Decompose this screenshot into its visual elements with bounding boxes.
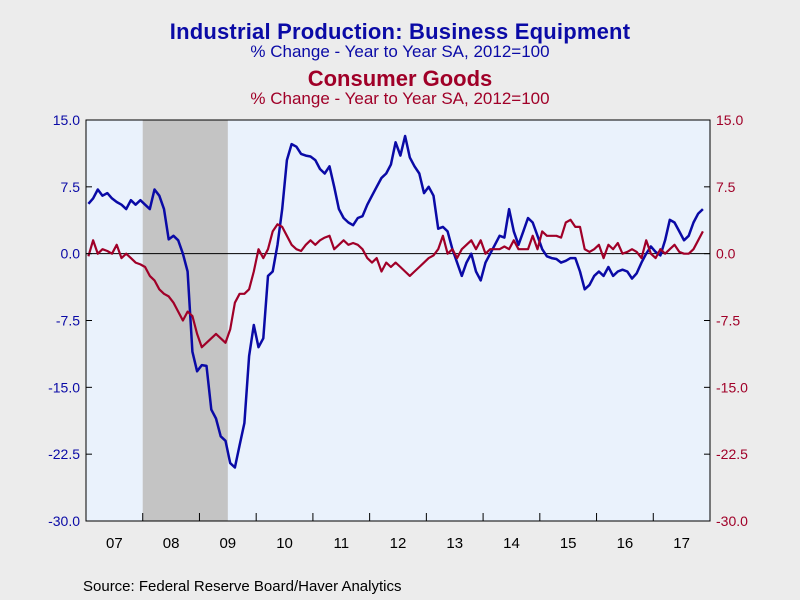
x-tick-label: 15 [560, 535, 577, 552]
chart-subtitle-left: % Change - Year to Year SA, 2012=100 [250, 42, 550, 61]
x-tick-label: 14 [503, 535, 520, 552]
y-tick-label-right: -30.0 [716, 513, 748, 529]
y-tick-label-right: -15.0 [716, 379, 748, 395]
y-tick-label-left: 15.0 [53, 112, 80, 128]
y-tick-label-right: 7.5 [716, 179, 736, 195]
source-note: Source: Federal Reserve Board/Haver Anal… [83, 578, 402, 595]
y-tick-label-right: 15.0 [716, 112, 743, 128]
y-tick-label-right: -7.5 [716, 313, 740, 329]
x-tick-label: 10 [276, 535, 293, 552]
series-line-2 [87, 218, 704, 349]
y-tick-label-left: -15.0 [48, 379, 80, 395]
x-tick-label: 11 [333, 535, 349, 552]
y-tick-label-left: -22.5 [48, 446, 80, 462]
y-tick-label-left: 7.5 [61, 179, 81, 195]
x-tick-label: 13 [446, 535, 463, 552]
y-tick-label-left: 0.0 [61, 246, 81, 262]
series-line-1 [87, 134, 704, 469]
x-tick-label: 16 [617, 535, 634, 552]
chart-title-secondary: Consumer Goods [307, 66, 493, 91]
x-tick-label: 07 [106, 535, 123, 552]
y-tick-label-left: -7.5 [56, 313, 80, 329]
y-tick-label-right: -22.5 [716, 446, 748, 462]
x-tick-label: 17 [673, 535, 690, 552]
x-tick-label: 12 [390, 535, 407, 552]
x-tick-label: 08 [163, 535, 180, 552]
chart-title: Industrial Production: Business Equipmen… [169, 19, 631, 44]
line-chart: 15.0 15.0 7.5 7.5 0.0 0.0 -7.5 -7.5 -15.0 -15.0 -2… [48, 112, 748, 552]
recession-shading [142, 120, 228, 521]
x-tick-label: 09 [219, 535, 236, 552]
y-tick-label-right: 0.0 [716, 246, 736, 262]
y-tick-label-left: -30.0 [48, 513, 80, 529]
chart-subtitle-right: % Change - Year to Year SA, 2012=100 [250, 89, 550, 108]
